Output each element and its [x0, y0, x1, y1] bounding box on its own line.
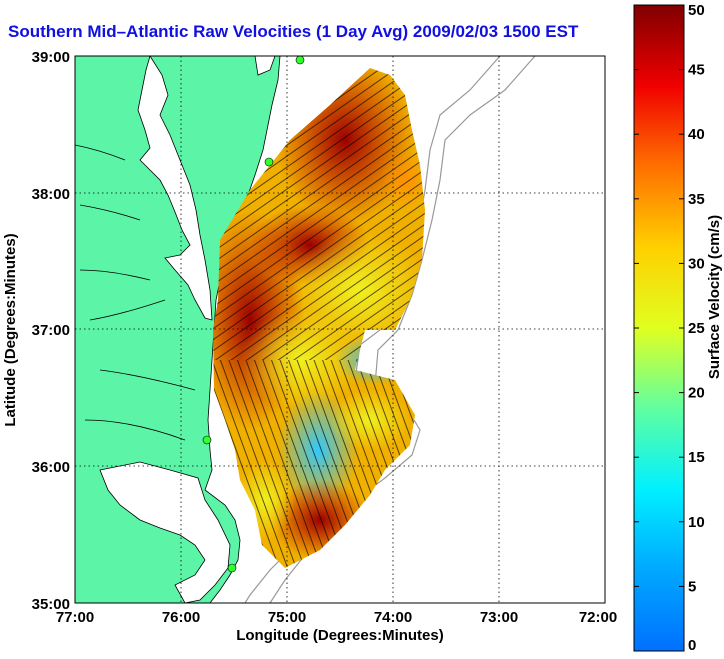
y-tick-label: 38:00	[32, 186, 70, 203]
x-tick-label: 76:00	[162, 609, 200, 626]
y-tick-label: 36:00	[32, 459, 70, 476]
delaware-bay	[254, 56, 276, 76]
colorbar-tick-label: 25	[688, 320, 705, 337]
colorbar-tick-label: 40	[688, 126, 705, 143]
x-axis-ticks: 77:00 76:00 75:00 74:00 73:00 72:00	[56, 609, 617, 626]
colorbar-tick-label: 45	[688, 62, 705, 79]
plot-frame	[74, 55, 606, 604]
pamlico-sound	[99, 461, 231, 603]
radar-site-marker	[202, 435, 212, 445]
colorbar-tick-label: 20	[688, 385, 705, 402]
colorbar-tick-label: 35	[688, 191, 705, 208]
colorbar-tick-label: 0	[688, 637, 696, 654]
colorbar-ticks: 0 5 10 15 20 25 30 35 40 45 50	[634, 2, 705, 654]
y-axis-label: Latitude (Degrees:Minutes)	[2, 233, 19, 426]
radar-site-marker	[295, 56, 305, 65]
x-tick-label: 73:00	[480, 609, 518, 626]
colorbar-tick-label: 10	[688, 514, 705, 531]
colorbar-tick-label: 5	[688, 578, 696, 595]
x-tick-label: 72:00	[579, 609, 617, 626]
x-tick-label: 74:00	[374, 609, 412, 626]
colorbar-tick-label: 15	[688, 449, 705, 466]
chesapeake-bay	[137, 56, 213, 321]
x-tick-label: 77:00	[56, 609, 94, 626]
grid-lines	[75, 56, 605, 603]
colorbar-label: Surface Velocity (cm/s)	[706, 215, 723, 379]
map-title: Southern Mid–Atlantic Raw Velocities (1 …	[8, 22, 579, 41]
y-axis-ticks: 39:00 38:00 37:00 36:00 35:00	[32, 49, 70, 613]
y-tick-label: 37:00	[32, 322, 70, 339]
y-tick-label: 39:00	[32, 49, 70, 66]
radar-site-marker	[264, 157, 274, 167]
x-tick-label: 75:00	[268, 609, 306, 626]
river-lines	[75, 144, 196, 441]
y-tick-label: 35:00	[32, 596, 70, 613]
colorbar-tick-label: 30	[688, 255, 705, 272]
radar-site-marker	[227, 563, 237, 573]
colorbar-tick-label: 50	[688, 2, 705, 19]
x-axis-label: Longitude (Degrees:Minutes)	[236, 627, 444, 644]
colorbar	[633, 4, 685, 652]
